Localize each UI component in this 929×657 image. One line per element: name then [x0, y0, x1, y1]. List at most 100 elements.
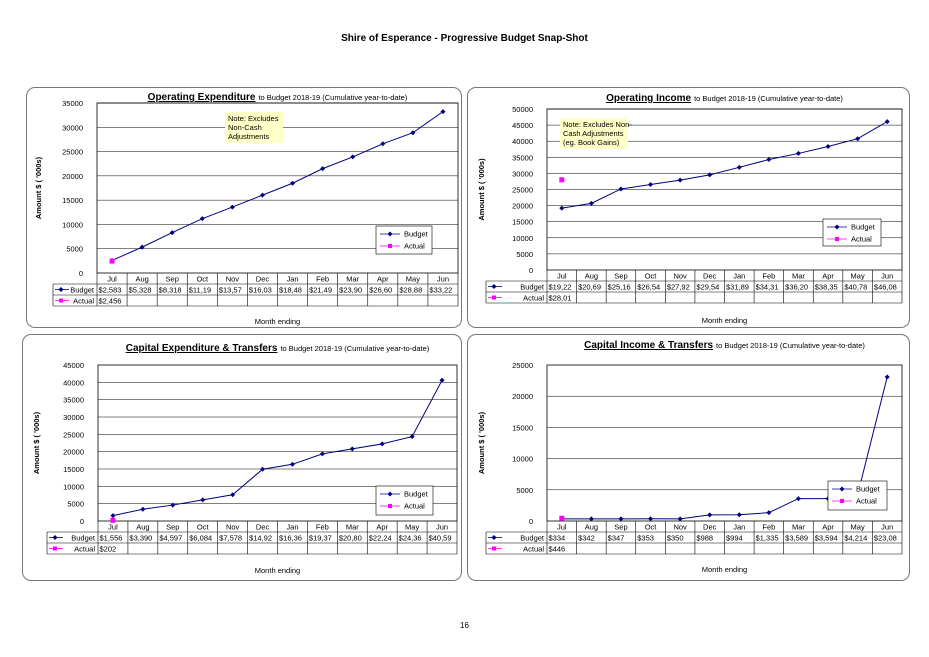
table-cell: $40,59	[429, 534, 452, 543]
x-tick-label: Dec	[703, 523, 717, 532]
x-tick-label: Dec	[256, 275, 270, 284]
table-row-header: Budget	[71, 534, 96, 543]
table-row-header: Actual	[523, 545, 544, 554]
y-axis-label: Amount $ ( '000s)	[34, 156, 43, 219]
table-cell: $3,390	[129, 534, 152, 543]
y-tick-label: 15000	[63, 465, 84, 474]
table-legend-marker	[53, 546, 57, 551]
x-tick-label: Feb	[762, 523, 775, 532]
legend-marker	[839, 486, 845, 492]
table-cell: $347	[608, 534, 625, 543]
table-cell: $4,214	[844, 534, 867, 543]
table-legend-marker	[52, 535, 58, 540]
x-tick-label: Sep	[166, 275, 179, 284]
y-tick-label: 0	[529, 517, 533, 526]
table-cell: $28,88	[399, 286, 422, 295]
y-tick-label: 15000	[512, 218, 533, 227]
data-point-budget	[677, 177, 683, 183]
data-point-budget	[440, 109, 446, 115]
table-cell: $16,36	[279, 534, 302, 543]
y-axis-label: Amount $ ( '000s)	[477, 411, 486, 474]
note-text: (eg. Book Gains)	[563, 138, 620, 147]
table-cell: $2,456	[99, 297, 122, 306]
table-cell: $6,084	[189, 534, 212, 543]
legend-label: Actual	[856, 497, 877, 506]
table-legend-marker	[59, 298, 63, 303]
data-point-budget	[855, 136, 861, 142]
x-tick-label: Jan	[733, 272, 745, 281]
x-tick-label: Jan	[286, 275, 298, 284]
data-point-budget	[766, 510, 772, 516]
x-tick-label: Sep	[166, 523, 179, 532]
y-tick-label: 15000	[62, 196, 83, 205]
capital-expenditure-chart-canvas: Capital Expenditure & Transfers to Budget…	[32, 343, 458, 575]
y-axis-label: Amount $ ( '000s)	[32, 411, 41, 474]
operating-expenditure-chart-canvas: Operating Expenditure to Budget 2018-19 (…	[34, 92, 459, 326]
capital-income-chart: Capital Income & Transfers to Budget 2018…	[467, 334, 910, 581]
page-title: Shire of Esperance - Progressive Budget …	[341, 33, 588, 44]
table-cell: $33,22	[429, 286, 452, 295]
x-tick-label: Apr	[376, 523, 388, 532]
x-tick-label: Mar	[792, 523, 805, 532]
legend-label: Actual	[851, 235, 872, 244]
x-axis-label: Month ending	[255, 566, 300, 575]
legend-box	[375, 485, 434, 516]
y-tick-label: 5000	[67, 500, 84, 509]
table-legend-marker	[492, 295, 496, 300]
data-point-budget	[410, 130, 416, 136]
y-tick-label: 5000	[516, 250, 533, 259]
x-tick-label: May	[851, 272, 865, 281]
x-tick-label: Jul	[557, 523, 567, 532]
page-number: 16	[460, 621, 469, 630]
table-cell: $20,80	[339, 534, 362, 543]
table-legend-marker	[491, 535, 497, 540]
y-tick-label: 25000	[62, 148, 83, 157]
x-tick-label: Jun	[437, 275, 449, 284]
data-point-budget	[825, 144, 831, 150]
data-point-budget	[200, 497, 206, 503]
y-tick-label: 5000	[516, 486, 533, 495]
legend-label: Actual	[404, 242, 425, 251]
x-tick-label: Nov	[226, 275, 240, 284]
data-point-budget	[736, 164, 742, 170]
data-point-actual	[559, 515, 565, 521]
y-tick-label: 10000	[63, 482, 84, 491]
legend-label: Budget	[404, 230, 429, 239]
table-legend-marker	[492, 546, 496, 551]
legend-marker	[387, 491, 393, 497]
note-text: Note: Excludes	[228, 114, 279, 123]
x-tick-label: Apr	[377, 275, 389, 284]
x-tick-label: Oct	[645, 272, 658, 281]
series-line-budget	[111, 111, 444, 261]
data-point-budget	[349, 446, 355, 452]
note-box	[225, 112, 283, 143]
y-tick-label: 35000	[63, 396, 84, 405]
y-tick-label: 50000	[512, 105, 533, 114]
table-cell: $23,08	[874, 534, 897, 543]
data-point-budget	[766, 157, 772, 163]
table-cell: $40,78	[844, 283, 867, 292]
table-cell: $22,24	[369, 534, 392, 543]
x-axis-label: Month ending	[255, 317, 300, 326]
x-tick-label: Mar	[346, 523, 359, 532]
x-tick-label: Nov	[673, 523, 687, 532]
x-tick-label: Oct	[645, 523, 658, 532]
y-tick-label: 40000	[63, 378, 84, 387]
table-cell: $18,48	[279, 286, 302, 295]
y-tick-label: 30000	[63, 413, 84, 422]
data-point-budget	[110, 513, 116, 519]
y-tick-label: 20000	[512, 392, 533, 401]
table-legend-marker	[58, 287, 64, 292]
legend-box	[822, 218, 882, 247]
x-tick-label: Nov	[673, 272, 687, 281]
y-tick-label: 0	[529, 266, 533, 275]
y-tick-label: 10000	[62, 220, 83, 229]
table-row-header: Budget	[520, 283, 545, 292]
x-tick-label: Feb	[316, 275, 329, 284]
x-tick-label: Aug	[585, 272, 598, 281]
table-cell: $3,589	[785, 534, 808, 543]
table-cell: $14,92	[249, 534, 272, 543]
data-point-budget	[707, 512, 713, 518]
table-cell: $34,31	[756, 283, 779, 292]
table-row-header: Actual	[523, 294, 544, 303]
